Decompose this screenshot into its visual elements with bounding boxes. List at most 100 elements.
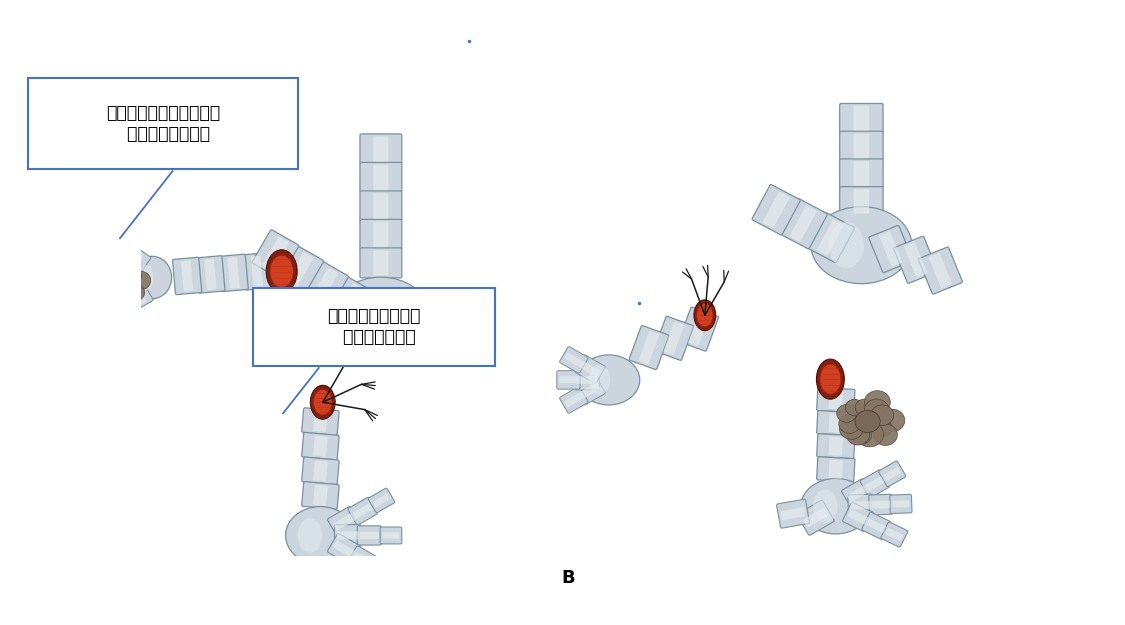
- FancyBboxPatch shape: [839, 187, 883, 216]
- FancyBboxPatch shape: [262, 237, 289, 271]
- FancyBboxPatch shape: [559, 387, 588, 413]
- FancyBboxPatch shape: [892, 500, 909, 508]
- Ellipse shape: [314, 389, 332, 415]
- FancyBboxPatch shape: [374, 222, 388, 247]
- Ellipse shape: [94, 268, 110, 282]
- Ellipse shape: [864, 399, 889, 421]
- FancyBboxPatch shape: [579, 361, 601, 377]
- Ellipse shape: [109, 272, 130, 291]
- FancyBboxPatch shape: [654, 316, 694, 361]
- FancyBboxPatch shape: [424, 310, 446, 344]
- FancyBboxPatch shape: [847, 486, 867, 502]
- FancyBboxPatch shape: [181, 260, 193, 292]
- FancyBboxPatch shape: [348, 546, 378, 574]
- Text: B: B: [561, 569, 575, 587]
- FancyBboxPatch shape: [172, 258, 201, 294]
- Ellipse shape: [839, 418, 863, 439]
- Ellipse shape: [97, 278, 116, 296]
- FancyBboxPatch shape: [879, 231, 902, 267]
- FancyBboxPatch shape: [883, 467, 901, 481]
- FancyBboxPatch shape: [333, 513, 356, 531]
- Ellipse shape: [125, 284, 144, 301]
- FancyBboxPatch shape: [380, 527, 402, 544]
- FancyBboxPatch shape: [87, 308, 106, 333]
- FancyBboxPatch shape: [374, 250, 388, 276]
- FancyBboxPatch shape: [881, 522, 908, 547]
- FancyBboxPatch shape: [929, 253, 952, 288]
- FancyBboxPatch shape: [360, 162, 402, 192]
- FancyBboxPatch shape: [312, 268, 339, 302]
- Ellipse shape: [298, 518, 322, 552]
- FancyBboxPatch shape: [839, 104, 883, 132]
- FancyBboxPatch shape: [790, 206, 817, 242]
- FancyBboxPatch shape: [127, 281, 146, 306]
- Ellipse shape: [117, 262, 137, 281]
- Ellipse shape: [101, 263, 116, 276]
- FancyBboxPatch shape: [382, 532, 399, 539]
- FancyBboxPatch shape: [196, 256, 225, 293]
- FancyBboxPatch shape: [72, 217, 107, 254]
- FancyBboxPatch shape: [440, 316, 482, 361]
- FancyBboxPatch shape: [829, 391, 843, 409]
- Ellipse shape: [267, 250, 297, 293]
- FancyBboxPatch shape: [798, 500, 834, 535]
- FancyBboxPatch shape: [374, 165, 388, 190]
- FancyBboxPatch shape: [575, 376, 605, 405]
- FancyBboxPatch shape: [28, 78, 298, 169]
- Ellipse shape: [855, 399, 874, 416]
- FancyBboxPatch shape: [313, 411, 327, 432]
- Text: 将主支气管与中下叶
  支气管重新连接: 将主支气管与中下叶 支气管重新连接: [327, 307, 421, 346]
- Ellipse shape: [588, 365, 610, 395]
- FancyBboxPatch shape: [861, 470, 890, 498]
- FancyBboxPatch shape: [327, 534, 360, 564]
- FancyBboxPatch shape: [664, 321, 684, 355]
- FancyBboxPatch shape: [688, 312, 709, 346]
- FancyBboxPatch shape: [100, 237, 122, 262]
- FancyBboxPatch shape: [559, 376, 578, 383]
- FancyBboxPatch shape: [374, 193, 388, 219]
- FancyBboxPatch shape: [450, 322, 471, 356]
- FancyBboxPatch shape: [414, 305, 455, 349]
- FancyBboxPatch shape: [557, 371, 580, 389]
- FancyBboxPatch shape: [251, 256, 263, 287]
- Ellipse shape: [109, 262, 125, 276]
- FancyBboxPatch shape: [565, 352, 584, 367]
- Ellipse shape: [801, 479, 871, 534]
- FancyBboxPatch shape: [780, 199, 827, 249]
- Ellipse shape: [845, 399, 864, 416]
- FancyBboxPatch shape: [577, 376, 597, 384]
- FancyBboxPatch shape: [360, 532, 379, 539]
- Ellipse shape: [817, 359, 845, 399]
- FancyBboxPatch shape: [872, 501, 890, 509]
- FancyBboxPatch shape: [397, 299, 418, 332]
- Ellipse shape: [855, 411, 880, 432]
- Ellipse shape: [813, 489, 837, 523]
- Ellipse shape: [107, 286, 123, 300]
- FancyBboxPatch shape: [372, 564, 390, 578]
- FancyBboxPatch shape: [327, 507, 360, 538]
- Ellipse shape: [856, 422, 883, 447]
- FancyBboxPatch shape: [829, 414, 843, 432]
- Ellipse shape: [880, 409, 904, 432]
- FancyBboxPatch shape: [854, 161, 870, 186]
- FancyBboxPatch shape: [368, 558, 395, 582]
- FancyBboxPatch shape: [854, 134, 870, 158]
- Ellipse shape: [124, 280, 141, 294]
- FancyBboxPatch shape: [374, 136, 388, 162]
- FancyBboxPatch shape: [333, 541, 356, 558]
- FancyBboxPatch shape: [120, 276, 153, 311]
- Ellipse shape: [864, 391, 890, 414]
- FancyBboxPatch shape: [918, 247, 962, 294]
- FancyBboxPatch shape: [115, 245, 151, 282]
- FancyBboxPatch shape: [336, 283, 363, 318]
- FancyBboxPatch shape: [79, 223, 100, 249]
- FancyBboxPatch shape: [559, 347, 588, 373]
- Ellipse shape: [820, 364, 840, 394]
- Ellipse shape: [133, 256, 172, 299]
- FancyBboxPatch shape: [817, 411, 855, 436]
- FancyBboxPatch shape: [368, 488, 395, 512]
- FancyBboxPatch shape: [839, 159, 883, 188]
- FancyBboxPatch shape: [763, 191, 790, 228]
- FancyBboxPatch shape: [843, 503, 873, 532]
- FancyBboxPatch shape: [854, 106, 870, 131]
